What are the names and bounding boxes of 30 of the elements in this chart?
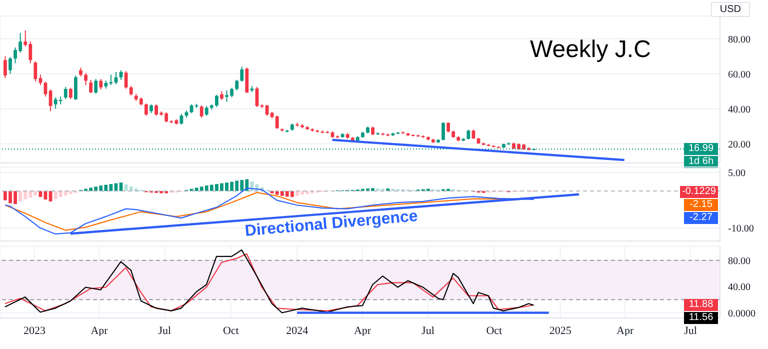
annotation: 1d 6h — [684, 156, 718, 168]
x-tick-label: Jul — [158, 324, 172, 337]
annotation: 11.56 — [684, 312, 718, 324]
x-tick-label: Apr — [354, 324, 372, 337]
y-tick-label: 40.00 — [728, 282, 750, 294]
x-tick-label: 2024 — [286, 324, 309, 337]
y-tick-label: 5.00 — [728, 168, 746, 180]
text: Weekly J.C — [530, 36, 651, 64]
y-tick-label: 80.00 — [728, 34, 750, 46]
x-tick-label: Apr — [616, 324, 634, 337]
y-tick-label: 0.0000 — [728, 308, 756, 320]
annotation: 11.88 — [684, 298, 718, 311]
ref-line-label: 16.99 — [684, 143, 718, 156]
x-tick-label: Oct — [486, 324, 502, 337]
y-tick-label: 20.00 — [728, 139, 750, 150]
annotation: Directional Divergence — [244, 208, 419, 241]
x-tick-label: Oct — [222, 324, 239, 337]
x-tick-label: 2023 — [24, 324, 46, 337]
text: USD — [710, 2, 750, 17]
y-tick-label: 60.00 — [728, 69, 750, 80]
annotation: -2.15 — [684, 198, 718, 210]
x-tick-label: Jul — [422, 324, 434, 337]
annotation: -2.27 — [684, 212, 718, 224]
annotation: -0.1229 — [680, 186, 718, 198]
x-tick-label: Apr — [90, 324, 108, 337]
x-tick-label: Jul — [684, 324, 697, 337]
y-tick-label: -10.00 — [728, 224, 754, 235]
x-tick-label: 2025 — [549, 324, 572, 337]
y-tick-label: 80.00 — [728, 256, 750, 267]
y-tick-label: 40.00 — [728, 104, 750, 116]
